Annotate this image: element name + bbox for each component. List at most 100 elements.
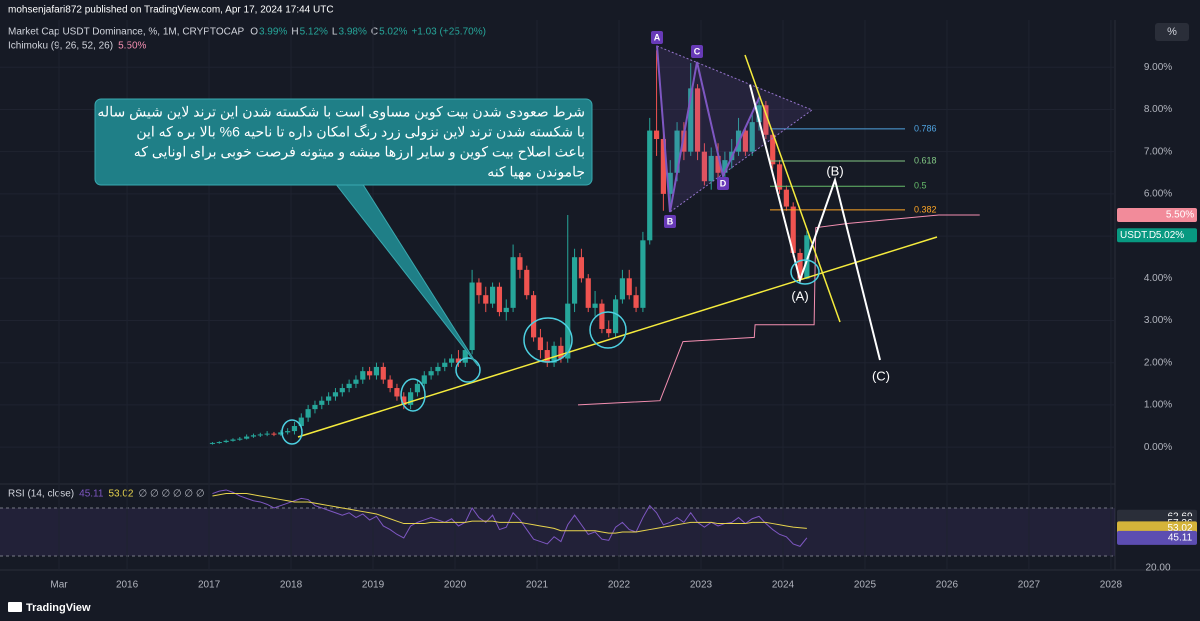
price-tag-name: USDT.D	[1120, 230, 1156, 241]
candle-body	[770, 134, 776, 165]
price-tag-label: 5.02%	[1156, 230, 1184, 241]
wave-label: D	[720, 178, 727, 188]
candle-body	[394, 388, 400, 397]
candle-body	[776, 164, 783, 190]
candle-body	[209, 442, 216, 444]
candle-body	[264, 433, 270, 435]
candle-body	[230, 439, 236, 441]
drawings: A B C D (A) (B) (C) شرط صعودی شدن بیت کو…	[94, 31, 938, 445]
legend-text: 5.12%	[300, 27, 328, 38]
candle-body	[496, 286, 503, 313]
candle-body	[346, 383, 352, 389]
candle-body	[749, 122, 755, 152]
ichimoku-line	[577, 214, 980, 406]
candle-body	[804, 235, 810, 279]
candle-body	[660, 139, 666, 194]
callout-box	[94, 98, 593, 186]
candle-body	[449, 358, 455, 363]
candle-body	[312, 404, 318, 410]
y-tick-label: 9.00%	[1144, 62, 1172, 73]
candle-body	[401, 396, 407, 405]
candle-body	[373, 366, 380, 376]
candle-body	[271, 433, 277, 435]
fib-label: 0.382	[914, 204, 937, 214]
candle-body	[421, 375, 427, 384]
candle-body	[797, 252, 803, 279]
x-tick-label: 2022	[608, 580, 631, 591]
x-tick-label: 2025	[854, 580, 877, 591]
candle-body	[565, 303, 571, 359]
candle-body	[380, 366, 386, 380]
candle-body	[298, 417, 304, 427]
price-tag	[1117, 530, 1197, 545]
candle-body	[223, 440, 229, 443]
y-tick-label: 3.00%	[1144, 315, 1172, 326]
fib-label: 0.786	[914, 123, 937, 133]
y-tick-label: 0.00%	[1144, 442, 1172, 453]
x-tick-label: 2021	[526, 580, 549, 591]
candle-body	[237, 438, 243, 440]
callout-text: شرط صعودی شدن بیت کوین مساوی است با شکست…	[97, 104, 585, 121]
x-tick-label: 2023	[690, 580, 713, 591]
legend-text: H	[291, 27, 298, 38]
highlight-circle	[400, 378, 426, 412]
highlight-circle	[523, 317, 573, 363]
x-tick-label: Mar	[50, 580, 68, 591]
wave-label-box	[651, 31, 663, 44]
candle-body	[455, 358, 462, 363]
legend-text: 53.02	[108, 489, 133, 500]
rsi-band	[0, 508, 1115, 556]
fib-label: 0.618	[914, 155, 937, 165]
candle-body	[551, 345, 557, 363]
y-tick-label: 8.00%	[1144, 104, 1172, 115]
candle-body	[763, 105, 769, 135]
candle-body	[285, 431, 291, 433]
candle-body	[305, 409, 311, 418]
candle-body	[257, 434, 263, 436]
candle-body	[524, 269, 530, 296]
legend-text: RSI (14, close)	[8, 489, 74, 500]
legend-text: 45.11	[79, 489, 104, 500]
candle-body	[462, 350, 468, 363]
candle-body	[216, 442, 222, 444]
y-tick-label: 4.00%	[1144, 273, 1172, 284]
highlight-circle	[790, 259, 820, 285]
candle-body	[442, 362, 448, 367]
candle-body	[530, 295, 537, 338]
candle-body	[571, 257, 578, 304]
candle-body	[783, 189, 789, 207]
candle-body	[653, 130, 660, 140]
candle-body	[367, 371, 373, 376]
candle-body	[592, 303, 598, 308]
candle-body	[360, 371, 366, 380]
candle-body	[435, 366, 441, 372]
wave-label: C	[694, 46, 701, 56]
abc-label: (A)	[791, 288, 808, 303]
wave-label: B	[667, 216, 674, 226]
legend-text: 3.98%	[338, 27, 366, 38]
scale-button[interactable]	[1155, 23, 1189, 41]
candle-body	[585, 278, 591, 308]
y-tick-label: 6.00%	[1144, 189, 1172, 200]
abc-label: (B)	[826, 163, 843, 178]
candle-body	[503, 307, 509, 313]
trendline-resistance	[744, 54, 841, 323]
candle-body	[578, 257, 585, 279]
brand: TradingView	[8, 602, 91, 614]
candle-body	[244, 436, 250, 439]
y-tick-label: 1.00%	[1144, 400, 1172, 411]
candle-body	[483, 295, 489, 304]
scale-button-label[interactable]: %	[1167, 26, 1177, 38]
candle-body	[742, 130, 748, 152]
legend-text: ∅ ∅ ∅ ∅ ∅ ∅	[138, 489, 204, 500]
candle-body	[326, 396, 332, 401]
candle-body	[537, 337, 544, 351]
candle-body	[640, 240, 646, 308]
legend-text: Ichimoku (9, 26, 52, 26)	[8, 41, 113, 52]
candle-body	[544, 350, 550, 363]
candle-body	[674, 130, 680, 173]
candle-body	[694, 88, 701, 152]
candle-body	[606, 328, 612, 334]
legend-text: C	[371, 27, 378, 38]
callout-text: جاموندن مهیا کنه	[487, 164, 585, 181]
